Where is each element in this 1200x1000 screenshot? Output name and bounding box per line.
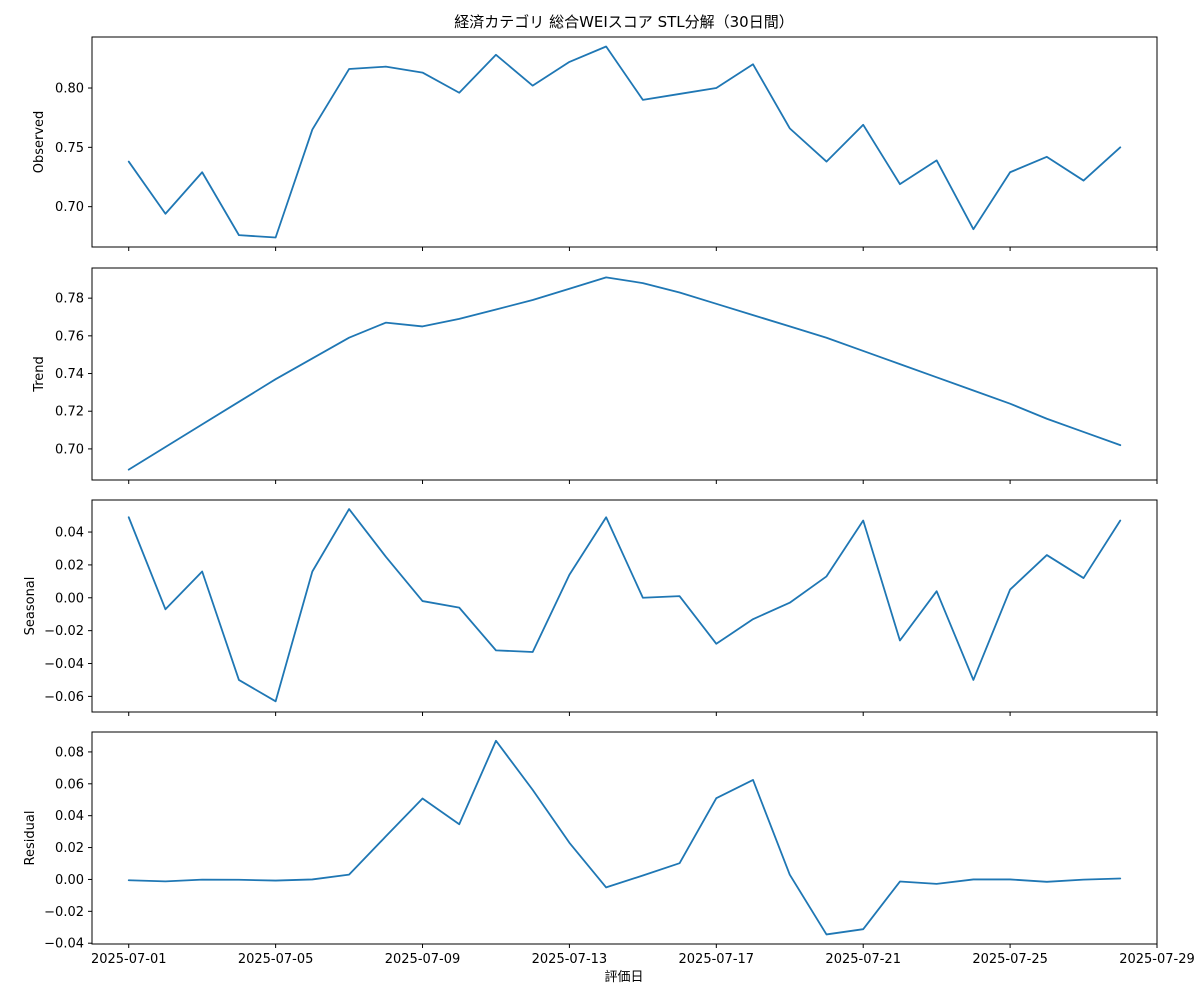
y-axis-label-trend: Trend — [32, 356, 47, 393]
y-tick-label-observed: 0.70 — [55, 200, 84, 215]
y-tick-label-trend: 0.70 — [55, 442, 84, 457]
y-tick-label-residual: 0.08 — [55, 745, 84, 760]
series-line-trend — [127, 276, 1122, 471]
panel-trend: 0.70 0.72 0.74 0.76 0.78 Trend — [32, 267, 1158, 484]
y-tick-label-seasonal: 0.00 — [55, 591, 84, 606]
y-axis-label-seasonal: Seasonal — [23, 577, 38, 636]
x-tick-label: 2025-07-05 — [238, 952, 314, 967]
y-tick-label-seasonal: 0.04 — [55, 526, 84, 541]
y-axis-label-observed: Observed — [32, 111, 47, 174]
y-tick-label-trend: 0.72 — [55, 405, 84, 420]
y-tick-label-trend: 0.78 — [55, 292, 84, 307]
panel-frame-residual — [91, 731, 1158, 945]
series-line-observed — [127, 45, 1122, 239]
y-tick-label-residual: 0.06 — [55, 777, 84, 792]
x-tick-label: 2025-07-25 — [972, 952, 1048, 967]
panel-residual: −0.04 −0.02 0.00 0.02 0.04 0.06 0.08 2025-07-01… — [23, 731, 1195, 967]
y-tick-label-seasonal: 0.02 — [55, 558, 84, 573]
series-line-residual — [127, 739, 1122, 936]
panel-frame-observed — [91, 36, 1158, 248]
series-line-seasonal — [127, 508, 1122, 703]
y-tick-label-residual: −0.02 — [44, 905, 84, 920]
y-tick-label-trend: 0.74 — [55, 367, 84, 382]
x-tick-label: 2025-07-13 — [532, 952, 608, 967]
y-axis-label-residual: Residual — [23, 811, 38, 866]
x-tick-label: 2025-07-01 — [91, 952, 167, 967]
panel-frame-seasonal — [91, 499, 1158, 713]
y-tick-label-residual: −0.04 — [44, 937, 84, 952]
x-tick-label: 2025-07-17 — [679, 952, 755, 967]
chart-title: 経済カテゴリ 総合WEIスコア STL分解（30日間） — [454, 13, 793, 31]
y-tick-label-seasonal: −0.02 — [44, 624, 84, 639]
panel-seasonal: −0.06 −0.04 −0.02 0.00 0.02 0.04 Seasonal — [23, 499, 1158, 716]
y-tick-label-residual: 0.02 — [55, 841, 84, 856]
y-tick-label-observed: 0.80 — [55, 82, 84, 97]
y-tick-label-seasonal: −0.06 — [44, 690, 84, 705]
panel-frame-trend — [91, 267, 1158, 481]
y-tick-label-residual: 0.00 — [55, 873, 84, 888]
panel-observed: 0.70 0.75 0.80 Observed — [32, 36, 1158, 251]
y-tick-label-observed: 0.75 — [55, 141, 84, 156]
x-tick-label: 2025-07-21 — [825, 952, 901, 967]
x-tick-label: 2025-07-09 — [385, 952, 461, 967]
y-tick-label-seasonal: −0.04 — [44, 657, 84, 672]
x-axis-label: 評価日 — [604, 970, 643, 985]
y-tick-label-trend: 0.76 — [55, 329, 84, 344]
panels-group: 0.70 0.75 0.80 Observed 0.70 0.72 0.74 0.76 0.78… — [23, 36, 1195, 967]
x-tick-label: 2025-07-29 — [1119, 952, 1195, 967]
y-tick-label-residual: 0.04 — [55, 809, 84, 824]
